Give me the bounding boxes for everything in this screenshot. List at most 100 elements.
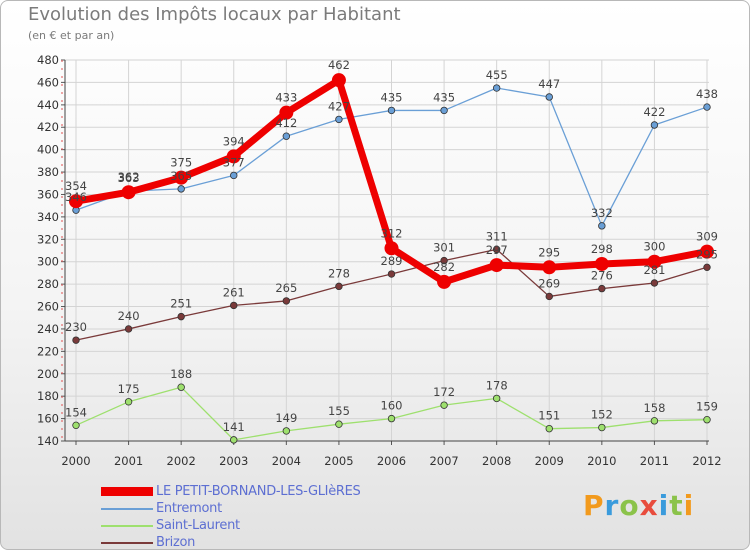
logo-letter: t <box>669 489 684 522</box>
legend-label: Brizon <box>156 535 196 550</box>
x-tick-label: 2006 <box>377 454 406 468</box>
y-tick-label: 360 <box>37 187 59 201</box>
data-point <box>437 274 452 289</box>
legend-swatch <box>101 525 153 527</box>
data-point <box>703 103 711 111</box>
x-tick-label: 2007 <box>429 454 458 468</box>
data-label: 178 <box>486 378 508 392</box>
data-label: 154 <box>65 405 87 419</box>
data-label: 269 <box>538 276 560 290</box>
data-label: 298 <box>591 242 613 256</box>
data-point <box>492 394 501 403</box>
data-label: 230 <box>65 320 87 334</box>
data-label: 281 <box>643 263 665 277</box>
data-point <box>69 194 83 209</box>
chart-subtitle: (en € et par an) <box>28 29 115 42</box>
legend-swatch <box>101 487 153 496</box>
data-point <box>492 245 501 254</box>
data-label: 295 <box>538 245 560 259</box>
logo-letter: P <box>583 489 605 522</box>
y-tick-label: 140 <box>37 434 59 448</box>
x-tick-label: 2004 <box>272 454 301 468</box>
data-point <box>177 383 185 391</box>
logo-letter: i <box>658 489 670 522</box>
proxiti-logo: Proxiti <box>583 489 694 522</box>
data-point <box>124 398 133 406</box>
data-point <box>650 279 659 287</box>
data-point <box>598 284 606 293</box>
data-point <box>230 301 238 310</box>
data-label: 159 <box>696 400 718 414</box>
logo-letter: i <box>683 489 695 522</box>
data-label: 175 <box>118 382 140 396</box>
data-point <box>72 336 80 344</box>
data-label: 251 <box>170 297 192 311</box>
legend-label: Saint-Laurent <box>156 518 240 533</box>
y-tick-label: 460 <box>37 75 59 89</box>
x-tick-label: 2009 <box>535 454 564 468</box>
y-tick-label: 340 <box>37 210 59 224</box>
x-tick-label: 2001 <box>114 454 143 468</box>
data-point <box>230 436 238 444</box>
y-tick-label: 200 <box>37 367 59 381</box>
data-point <box>384 241 399 256</box>
data-label: 261 <box>223 285 245 299</box>
data-label: 265 <box>275 281 297 295</box>
x-tick-label: 2010 <box>587 454 616 468</box>
data-point <box>331 73 346 88</box>
legend-label: LE PETIT-BORNAND-LES-GLIèRES <box>156 484 361 499</box>
data-label: 309 <box>696 230 718 244</box>
data-point <box>598 222 606 230</box>
data-label: 297 <box>486 243 508 257</box>
data-label: 155 <box>328 404 350 418</box>
data-label: 375 <box>170 156 192 170</box>
y-tick-label: 160 <box>37 412 59 426</box>
x-tick-label: 2011 <box>640 454 669 468</box>
y-tick-label: 400 <box>37 143 59 157</box>
data-point <box>282 297 291 305</box>
data-point <box>335 420 343 428</box>
data-point <box>545 292 553 301</box>
data-point <box>230 171 238 180</box>
data-point <box>387 414 396 423</box>
data-label: 240 <box>118 309 140 323</box>
y-tick-label: 300 <box>37 255 59 269</box>
x-tick-label: 2000 <box>61 454 90 468</box>
data-point <box>440 106 448 115</box>
data-label: 301 <box>433 241 455 255</box>
data-label: 462 <box>328 58 350 72</box>
data-point <box>440 256 448 265</box>
y-tick-label: 440 <box>37 98 59 112</box>
data-label: 433 <box>275 91 297 105</box>
data-point <box>594 256 609 271</box>
data-point <box>650 417 659 425</box>
x-tick-label: 2008 <box>482 454 511 468</box>
legend-swatch <box>101 542 153 544</box>
y-tick-label: 420 <box>37 120 59 134</box>
data-label: 149 <box>275 411 297 425</box>
data-label: 362 <box>118 170 140 184</box>
data-label: 282 <box>433 260 455 274</box>
y-tick-label: 280 <box>37 277 59 291</box>
data-point <box>440 401 448 409</box>
data-point <box>72 421 80 430</box>
data-label: 447 <box>538 77 560 91</box>
data-point <box>703 416 711 424</box>
data-point <box>703 263 711 272</box>
data-label: 188 <box>170 367 192 381</box>
data-point <box>545 93 553 101</box>
data-point <box>226 149 241 164</box>
data-point <box>650 121 659 129</box>
data-point <box>647 254 662 269</box>
data-label: 455 <box>486 68 508 82</box>
data-label: 354 <box>65 179 87 193</box>
data-label: 332 <box>591 206 613 220</box>
data-point <box>124 325 133 333</box>
data-label: 438 <box>696 87 718 101</box>
data-point <box>489 258 504 273</box>
y-tick-label: 220 <box>37 344 59 358</box>
data-label: 435 <box>381 90 403 104</box>
data-label: 346 <box>65 190 87 204</box>
data-point <box>177 312 185 321</box>
